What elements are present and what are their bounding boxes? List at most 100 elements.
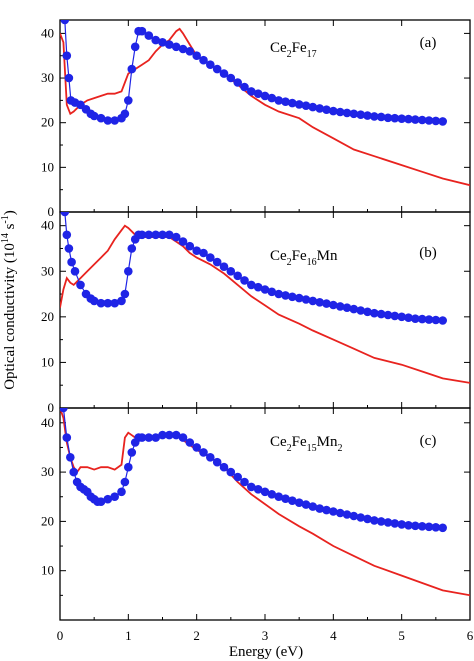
blue-series-point: [281, 291, 290, 300]
compound-formula: Ce2Fe15Mn2: [270, 434, 343, 454]
plot-area: [60, 20, 470, 187]
blue-series-point: [103, 298, 113, 308]
formula-symbol: Fe: [292, 248, 307, 264]
blue-series-point: [62, 51, 72, 60]
y-axis-title-main: Optical conductivity (10: [2, 243, 18, 390]
blue-series-point: [151, 433, 160, 442]
blue-series-point: [370, 112, 379, 121]
blue-series-point: [247, 482, 256, 492]
blue-series-point: [226, 467, 236, 477]
blue-series-point: [397, 520, 407, 529]
blue-series-point: [424, 315, 434, 324]
plot-area: [60, 408, 470, 597]
blue-series-point: [322, 105, 331, 114]
blue-series-point: [411, 314, 420, 324]
y-tick-label: 0: [48, 400, 55, 415]
panel-label: (a): [420, 35, 437, 51]
y-tick-label: 30: [41, 70, 54, 85]
blue-series-point: [247, 280, 256, 290]
blue-series-point: [438, 523, 448, 533]
blue-series-point: [397, 312, 407, 322]
blue-series-point: [137, 230, 147, 240]
blue-series-point: [260, 285, 270, 294]
formula-subscript: 2: [287, 257, 292, 268]
blue-series-point: [390, 113, 400, 123]
blue-series-point: [301, 295, 311, 304]
blue-series-point: [124, 267, 133, 276]
blue-series-point: [383, 310, 393, 320]
blue-series-point: [124, 96, 133, 105]
compound-formula: Ce2Fe17: [270, 40, 317, 60]
y-tick-label: 40: [41, 25, 54, 40]
blue-series-point: [62, 433, 72, 442]
blue-series-point: [60, 408, 68, 413]
blue-series-point: [417, 314, 427, 324]
y-tick-label: 30: [41, 464, 54, 479]
blue-series-point: [404, 114, 413, 124]
blue-series-point: [260, 91, 270, 101]
y-tick-label: 20: [41, 513, 54, 528]
blue-series-point: [158, 430, 167, 440]
blue-series-point: [130, 42, 140, 52]
blue-series-point: [370, 516, 379, 525]
blue-series-point: [103, 494, 113, 504]
blue-series-point: [151, 230, 160, 240]
blue-series-point: [274, 492, 284, 502]
blue-series-point: [329, 507, 338, 516]
blue-series-point: [253, 485, 263, 494]
blue-series-point: [199, 55, 208, 65]
blue-series-point: [226, 267, 236, 276]
blue-series-point: [240, 276, 249, 285]
blue-series-point: [120, 477, 130, 487]
blue-series-point: [178, 44, 188, 54]
blue-series-point: [120, 109, 130, 119]
blue-series-point: [233, 271, 242, 281]
blue-series-point: [315, 298, 325, 307]
blue-series-point: [62, 230, 72, 240]
blue-series-point: [417, 522, 427, 531]
blue-series-point: [404, 521, 413, 530]
blue-series-point: [110, 298, 119, 308]
x-tick-label: 1: [125, 628, 132, 643]
y-tick-label: 10: [41, 354, 54, 369]
blue-series-point: [349, 304, 359, 314]
blue-series-point: [76, 280, 85, 290]
formula-subscript: 16: [307, 257, 317, 268]
blue-series-point: [96, 298, 106, 308]
blue-series-point: [404, 313, 413, 323]
x-tick-label: 5: [398, 628, 405, 643]
blue-series-point: [60, 20, 70, 25]
blue-series-point: [322, 299, 331, 308]
panel-label: (b): [419, 245, 437, 261]
blue-series-point: [329, 106, 338, 116]
x-tick-label: 4: [330, 628, 337, 643]
blue-series-point: [342, 108, 352, 118]
y-tick-label: 40: [41, 218, 54, 233]
y-axis-title-unit-exponent: -1: [0, 215, 11, 223]
blue-series-point: [206, 453, 215, 462]
blue-series-point: [206, 60, 215, 69]
formula-symbol: Fe: [292, 40, 307, 56]
blue-series-point: [424, 116, 434, 125]
blue-series-point: [171, 430, 181, 440]
blue-series-point: [356, 110, 366, 119]
blue-series-point: [158, 230, 167, 240]
blue-series-point: [212, 457, 222, 467]
y-tick-label: 10: [41, 563, 54, 578]
blue-series-point: [342, 303, 352, 313]
red-series-line: [60, 408, 470, 597]
blue-series-point: [171, 232, 181, 242]
blue-series-point: [117, 487, 126, 497]
blue-series-point: [260, 487, 270, 497]
blue-series-point: [376, 309, 386, 319]
blue-series-point: [247, 87, 256, 96]
y-tick-label: 20: [41, 115, 54, 130]
blue-series-point: [274, 289, 284, 299]
blue-series-point: [226, 73, 236, 83]
y-tick-label: 20: [41, 309, 54, 324]
blue-series-point: [431, 523, 441, 532]
y-axis-title-exponent: 14: [0, 233, 11, 243]
blue-series-point: [64, 73, 74, 83]
